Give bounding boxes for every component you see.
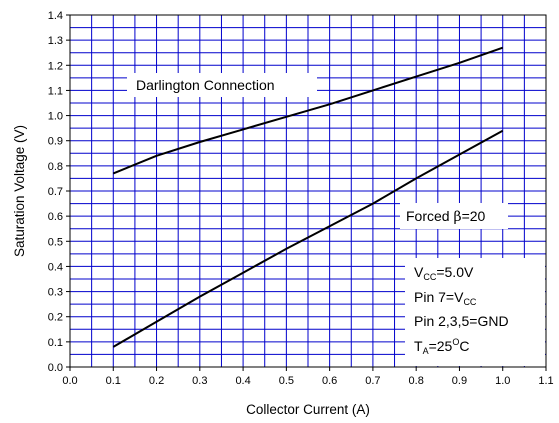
ta-t: T [414,338,423,354]
forced-prefix: Forced [406,208,453,224]
y-tick-label: 0.6 [48,211,63,223]
x-tick-label: 0.9 [452,375,467,387]
x-tick-label: 0.0 [62,375,77,387]
x-tick-label: 0.4 [235,375,250,387]
x-tick-label: 0.8 [409,375,424,387]
pin7-condition: Pin 7=VCC [414,289,477,307]
y-tick-label: 0.7 [48,186,63,198]
x-ticks: 0.0 0.1 0.2 0.3 0.4 0.5 0.6 0.7 0.8 0.9 1.0 1.1 [62,367,554,387]
pin7-sub: CC [463,297,476,307]
series-line-2 [112,129,504,348]
x-tick-label: 0.2 [149,375,164,387]
x-tick-label: 0.7 [365,375,380,387]
x-tick-label: 0.3 [192,375,207,387]
darlington-label: Darlington Connection [136,77,275,93]
vcc-value: =5.0V [436,264,474,280]
y-tick-label: 1.3 [48,35,63,47]
y-tick-label: 0.5 [48,236,63,248]
y-axis-label: Saturation Voltage (V) [12,125,27,257]
series-group [112,46,504,348]
forced-suffix: =20 [462,208,486,224]
x-tick-label: 0.6 [322,375,337,387]
vcc-v: V [414,264,424,280]
forced-beta-label: Forced β=20 [406,208,486,225]
forced-beta-label-box [400,203,508,229]
x-tick-label: 0.5 [279,375,294,387]
x-tick-label: 1.0 [495,375,510,387]
x-axis-label: Collector Current (A) [246,402,370,417]
pin7-pre: Pin 7=V [414,289,464,305]
y-tick-label: 0.2 [48,312,63,324]
conditions-box [405,258,545,366]
y-ticks: 0.0 0.1 0.2 0.3 0.4 0.5 0.6 0.7 0.8 0.9 1.0 1.1 1.2 1… [48,10,70,374]
y-tick-label: 0.1 [48,337,63,349]
y-tick-label: 0.4 [48,261,63,273]
ta-sub: A [423,346,429,356]
vcc-sub: CC [423,272,436,282]
darlington-label-box [127,73,317,97]
ta-eq: =25 [429,338,453,354]
ta-condition: TA=25OC [414,337,469,356]
beta-symbol: β [453,209,461,225]
y-tick-label: 1.2 [48,60,63,72]
y-tick-label: 0.3 [48,287,63,299]
series-line-1 [112,46,504,175]
gnd-condition: Pin 2,3,5=GND [414,313,509,329]
y-tick-label: 1.1 [48,85,63,97]
y-tick-label: 0.0 [48,362,63,374]
y-tick-label: 0.9 [48,136,63,148]
ta-unit: C [459,338,469,354]
vcc-condition: VCC=5.0V [414,264,474,282]
ta-sup: O [452,337,459,347]
y-tick-label: 1.0 [48,111,63,123]
x-tick-label: 1.1 [538,375,553,387]
x-tick-label: 0.1 [106,375,121,387]
y-tick-label: 0.8 [48,161,63,173]
y-tick-label: 1.4 [48,10,63,22]
